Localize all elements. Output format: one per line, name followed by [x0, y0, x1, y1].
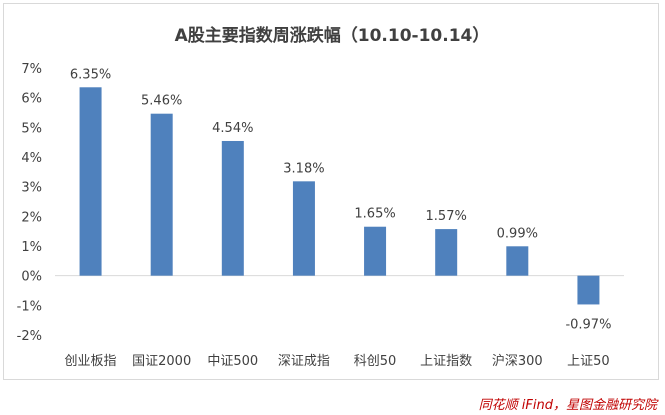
bar [79, 87, 102, 276]
y-tick-label: 1% [21, 240, 42, 255]
y-tick-label: -2% [17, 329, 42, 344]
bar [150, 113, 173, 276]
x-category-label: 中证500 [207, 354, 258, 369]
data-label: 4.54% [212, 121, 253, 136]
chart-title: A股主要指数周涨跌幅（10.10-10.14） [175, 25, 490, 46]
y-tick-label: 5% [21, 121, 42, 136]
bar [221, 140, 244, 276]
y-tick-label: 2% [21, 210, 42, 225]
data-label: 3.18% [283, 161, 324, 176]
x-category-label: 上证指数 [420, 354, 472, 369]
bar-chart: A股主要指数周涨跌幅（10.10-10.14） 7% 6% 5% 4% 3% 2% 1% 0%… [17, 25, 624, 369]
x-category-label: 沪深300 [492, 353, 543, 369]
data-label: 1.57% [426, 209, 467, 224]
bar [292, 181, 315, 276]
data-labels: 6.35% 5.46% 4.54% 3.18% 1.65% 1.57% 0.99% -0.97… [70, 67, 612, 332]
bar [506, 246, 529, 276]
y-tick-label: 6% [21, 92, 42, 107]
chart-frame: A股主要指数周涨跌幅（10.10-10.14） 7% 6% 5% 4% 3% 2% 1% 0%… [3, 3, 659, 380]
x-category-label: 国证2000 [132, 354, 191, 369]
y-tick-label: 3% [21, 181, 42, 196]
source-note: 同花顺 iFind，星图金融研究院 [478, 398, 657, 413]
y-axis: 7% 6% 5% 4% 3% 2% 1% 0% -1% -2% [17, 62, 624, 344]
y-tick-label: 0% [21, 270, 42, 285]
x-category-label: 上证50 [567, 354, 610, 369]
data-label: 6.35% [70, 67, 111, 82]
bar [435, 229, 458, 276]
data-label: 5.46% [141, 94, 182, 109]
data-label: 1.65% [354, 207, 395, 222]
y-tick-label: 4% [21, 151, 42, 166]
y-tick-label: -1% [17, 299, 42, 314]
bar [364, 226, 387, 276]
data-label: -0.97% [565, 317, 611, 332]
x-axis-categories: 创业板指 国证2000 中证500 深证成指 科创50 上证指数 沪深300 上证50 [65, 353, 610, 369]
y-tick-label: 7% [21, 62, 42, 77]
x-category-label: 科创50 [354, 354, 397, 369]
data-label: 0.99% [497, 226, 538, 241]
bar [577, 275, 600, 305]
x-category-label: 创业板指 [65, 354, 117, 369]
x-category-label: 深证成指 [278, 354, 330, 369]
bars [79, 87, 600, 305]
